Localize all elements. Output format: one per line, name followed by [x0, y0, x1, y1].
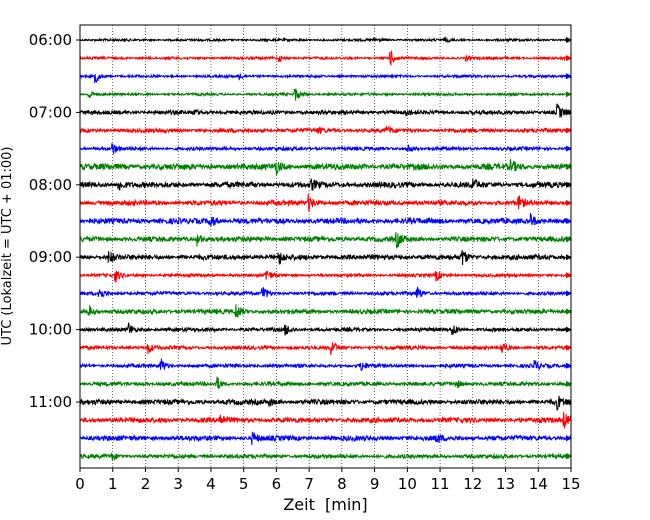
y-tick-label: 09:00	[29, 248, 72, 266]
trace-0645	[79, 88, 572, 101]
x-tick-label: 10	[398, 475, 417, 493]
trace-0930	[79, 286, 572, 298]
trace-1115	[79, 411, 572, 429]
trace-end-arrow	[566, 127, 572, 134]
x-axis-ticks: 0 1 2 3 4 5 6 7 8 9 10 11 12 13 14 15	[75, 468, 581, 493]
y-tick-label: 11:00	[29, 393, 72, 411]
trace-0600	[79, 36, 572, 43]
trace-0630	[79, 73, 572, 84]
x-tick-label: 14	[529, 475, 548, 493]
trace-0845	[79, 231, 572, 249]
trace-end-arrow	[566, 145, 572, 152]
trace-0830	[79, 212, 572, 227]
trace-end-arrow	[566, 344, 572, 351]
y-axis-label: UTC (Lokalzeit = UTC + 01:00)	[0, 147, 15, 346]
plot-frame	[79, 24, 572, 469]
trace-1045	[79, 376, 572, 390]
trace-0730	[79, 143, 572, 155]
x-tick-label: 0	[75, 475, 85, 493]
trace-end-arrow	[566, 417, 572, 424]
trace-0915	[79, 270, 572, 283]
x-tick-label: 7	[304, 475, 314, 493]
trace-end-arrow	[566, 199, 572, 206]
trace-end-arrow	[566, 73, 572, 80]
x-tick-label: 5	[239, 475, 249, 493]
trace-0700	[79, 103, 572, 119]
trace-0900	[79, 250, 572, 266]
y-tick-label: 08:00	[29, 176, 72, 194]
trace-end-arrow	[566, 55, 572, 62]
x-tick-label: 9	[370, 475, 380, 493]
trace-end-arrow	[566, 272, 572, 279]
trace-end-arrow	[566, 435, 572, 442]
trace-end-arrow	[566, 326, 572, 333]
trace-1130	[79, 431, 572, 445]
trace-0745	[79, 158, 572, 176]
trace-1145	[79, 451, 572, 461]
trace-0815	[79, 193, 572, 212]
trace-end-arrow	[566, 399, 572, 405]
y-tick-label: 07:00	[29, 103, 72, 121]
x-tick-label: 8	[337, 475, 347, 493]
x-tick-label: 2	[141, 475, 151, 493]
trace-end-arrow	[566, 181, 572, 188]
seismogram-traces	[79, 36, 572, 461]
trace-end-arrow	[566, 91, 572, 98]
x-tick-label: 13	[496, 475, 515, 493]
trace-end-arrow	[566, 453, 572, 460]
trace-1000	[79, 322, 572, 336]
trace-1030	[79, 358, 572, 372]
trace-0615	[79, 50, 572, 66]
trace-end-arrow	[566, 254, 572, 261]
trace-end-arrow	[566, 380, 572, 387]
y-axis-ticks: 06:00 07:00 08:00 09:00 10:00 11:00	[29, 31, 80, 411]
trace-end-arrow	[566, 37, 572, 43]
x-tick-label: 1	[108, 475, 118, 493]
y-tick-label: 10:00	[29, 321, 72, 339]
trace-end-arrow	[566, 236, 572, 243]
x-tick-label: 11	[431, 475, 450, 493]
x-tick-label: 4	[206, 475, 216, 493]
trace-end-arrow	[566, 308, 572, 315]
x-tick-label: 6	[272, 475, 282, 493]
trace-end-arrow	[566, 218, 572, 224]
y-tick-label: 06:00	[29, 31, 72, 49]
trace-0945	[79, 304, 572, 318]
x-tick-label: 3	[173, 475, 183, 493]
trace-end-arrow	[566, 362, 572, 369]
x-axis-label: Zeit [min]	[283, 495, 367, 514]
trace-0715	[79, 125, 572, 135]
x-tick-label: 12	[463, 475, 482, 493]
trace-end-arrow	[566, 163, 572, 170]
trace-end-arrow	[566, 290, 572, 297]
x-tick-label: 15	[561, 475, 580, 493]
trace-1100	[79, 395, 572, 411]
trace-1015	[79, 342, 572, 356]
trace-end-arrow	[566, 109, 572, 116]
trace-0800	[79, 178, 572, 191]
x-gridlines	[112, 25, 539, 468]
